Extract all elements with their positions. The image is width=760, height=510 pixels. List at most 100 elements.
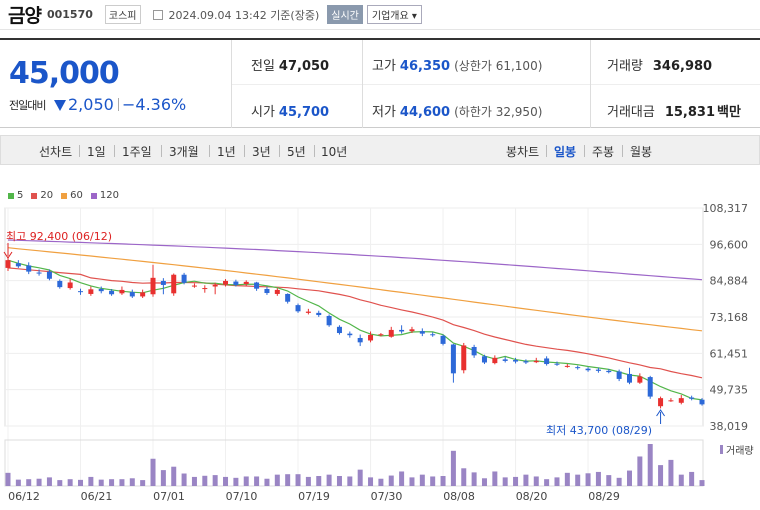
- volume-bar: [399, 471, 405, 486]
- volume-bar: [305, 476, 311, 486]
- candle-body: [409, 329, 415, 332]
- volume-bar: [46, 477, 52, 486]
- volume-bar: [378, 478, 384, 486]
- candle-body: [233, 281, 239, 285]
- tab-line-chart[interactable]: 선차트: [39, 145, 73, 159]
- volume-bar: [430, 476, 436, 486]
- y-tick-label: 96,600: [710, 238, 749, 251]
- volume-bar: [160, 470, 166, 486]
- candle-body: [523, 361, 529, 363]
- candle-body: [544, 358, 550, 365]
- tab-daily[interactable]: 일봉: [554, 145, 577, 159]
- x-tick-label: 08/08: [443, 490, 475, 503]
- tab-10year[interactable]: 10년: [321, 145, 348, 159]
- min-arrow-head: [656, 409, 665, 417]
- candle-body: [626, 373, 632, 383]
- candle-body: [585, 368, 591, 371]
- candle-body: [513, 360, 519, 362]
- volume-bar: [119, 479, 125, 486]
- candle-body: [140, 292, 146, 297]
- stock-code: 001570: [46, 8, 93, 21]
- candle-body: [647, 377, 653, 397]
- volume-legend-swatch: [720, 445, 723, 454]
- volume-bar: [678, 474, 684, 486]
- volume-bar: [264, 478, 270, 486]
- volume-bar: [109, 479, 115, 486]
- volume-bar: [254, 476, 260, 486]
- corp-info-label: 기업개요: [371, 11, 409, 22]
- candle-body: [26, 265, 32, 272]
- candle-body: [15, 263, 21, 267]
- x-tick-label: 07/19: [298, 490, 330, 503]
- candle-body: [502, 359, 508, 361]
- divider: [590, 40, 591, 128]
- y-tick-label: 61,451: [710, 347, 749, 360]
- candle-body: [109, 290, 115, 295]
- candle-body: [595, 369, 601, 371]
- volume-bar: [368, 477, 374, 486]
- title-bar: 금양 001570 코스피 2024.09.04 13:42 기준(장중) 실시…: [0, 0, 760, 30]
- candle-body: [129, 292, 135, 297]
- volume-bar: [202, 475, 208, 486]
- corp-info-dropdown[interactable]: 기업개요 ▾: [366, 5, 422, 24]
- volume-bar: [658, 465, 664, 486]
- candle-body: [223, 280, 229, 285]
- tab-weekly[interactable]: 주봉: [592, 145, 615, 159]
- x-tick-label: 07/01: [153, 490, 185, 503]
- candle-body: [202, 288, 208, 290]
- candle-body: [160, 280, 166, 285]
- tab-3month[interactable]: 3개월: [169, 145, 199, 159]
- volume-bar: [513, 476, 519, 486]
- chart-legend: 5 20 60 120: [8, 190, 127, 201]
- volume-bar: [699, 480, 705, 486]
- volume-bar: [388, 475, 394, 486]
- prev-close: 전일 47,050: [251, 59, 330, 74]
- candle-body: [399, 329, 405, 332]
- candle-body: [274, 289, 280, 294]
- x-tick-label: 08/29: [588, 490, 620, 503]
- legend-ma120: 120: [90, 190, 119, 201]
- candle-body: [554, 363, 560, 365]
- candle-body: [440, 335, 446, 344]
- volume-bar: [98, 479, 104, 486]
- candle-body: [36, 272, 42, 274]
- candle-body: [668, 400, 674, 402]
- volume-bar: [295, 474, 301, 486]
- volume-bar: [689, 471, 695, 486]
- volume-bar: [647, 444, 653, 486]
- volume-bar: [440, 476, 446, 486]
- candle-body: [492, 357, 498, 364]
- candle-body: [326, 315, 332, 326]
- volume-bar: [140, 480, 146, 486]
- candle-body: [658, 398, 664, 407]
- tab-candle-chart[interactable]: 봉차트: [506, 145, 540, 159]
- volume-bar: [461, 468, 467, 486]
- tab-1week[interactable]: 1주일: [122, 145, 152, 159]
- candle-body: [564, 365, 570, 367]
- tab-1year[interactable]: 1년: [217, 145, 236, 159]
- candle-body: [285, 293, 291, 302]
- volume-bar: [409, 477, 415, 486]
- volume-bar: [523, 474, 529, 486]
- tab-1day[interactable]: 1일: [87, 145, 106, 159]
- calendar-icon: [152, 9, 163, 20]
- volume-bar: [181, 473, 187, 486]
- realtime-button[interactable]: 실시간: [327, 5, 363, 24]
- candle-body: [388, 329, 394, 337]
- volume-bar: [285, 474, 291, 486]
- max-annotation: 최고 92,400 (06/12): [6, 230, 112, 243]
- volume-bar: [564, 472, 570, 486]
- volume-bar: [419, 474, 425, 486]
- volume-bar: [502, 477, 508, 486]
- candle-body: [254, 282, 260, 289]
- tab-monthly[interactable]: 월봉: [630, 145, 653, 159]
- volume-bar: [471, 472, 477, 486]
- tab-3year[interactable]: 3년: [252, 145, 271, 159]
- tab-5year[interactable]: 5년: [287, 145, 306, 159]
- volume-bar: [78, 479, 84, 486]
- candle-body: [678, 398, 684, 403]
- volume-bar: [575, 474, 581, 486]
- divider: [362, 40, 363, 128]
- candle-body: [481, 356, 487, 363]
- candle-body: [689, 397, 695, 399]
